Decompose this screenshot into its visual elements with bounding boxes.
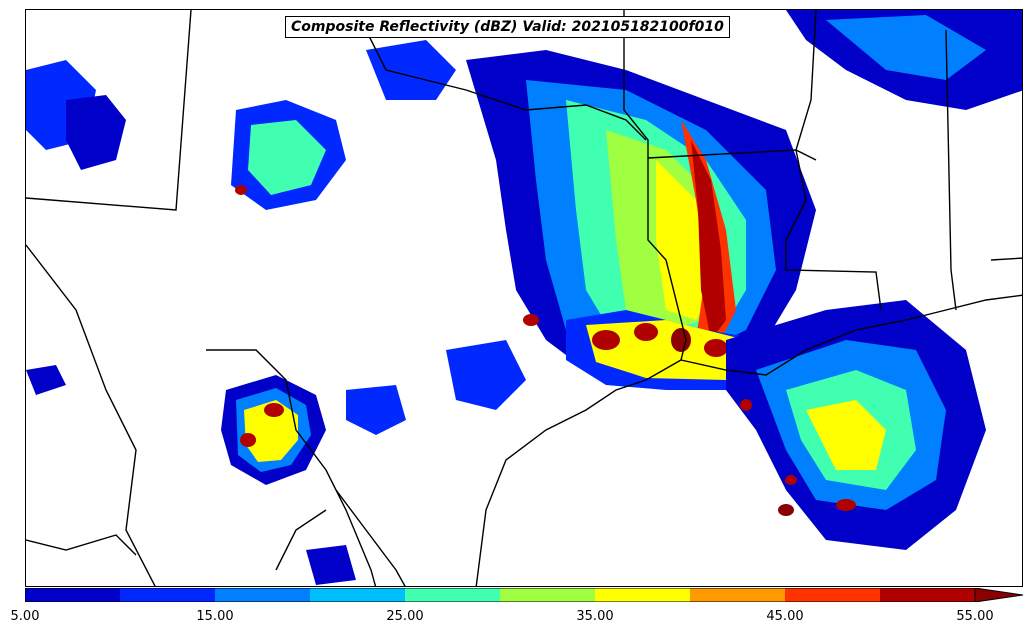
colorbar-tick-label: 35.00 <box>576 609 614 624</box>
colorbar-segment <box>215 588 311 602</box>
colorbar-segment <box>25 588 121 602</box>
colorbar-segment <box>880 588 976 602</box>
colorbar-tick-label: 5.00 <box>10 609 40 624</box>
colorbar-segment <box>690 588 786 602</box>
colorbar-extend-triangle <box>974 588 1024 602</box>
colorbar-tick-label: 25.00 <box>386 609 424 624</box>
colorbar-segment <box>120 588 216 602</box>
map-panel: Composite Reflectivity (dBZ) Valid: 2021… <box>25 9 1023 587</box>
reflectivity-field <box>26 10 1022 585</box>
colorbar-segments <box>25 588 1024 602</box>
colorbar-segment <box>500 588 596 602</box>
map-title: Composite Reflectivity (dBZ) Valid: 2021… <box>285 16 730 38</box>
colorbar-tick-label: 45.00 <box>766 609 804 624</box>
colorbar-outline <box>25 588 976 602</box>
colorbar-tick-label: 15.00 <box>196 609 234 624</box>
colorbar-segment <box>405 588 501 602</box>
colorbar-segment <box>310 588 406 602</box>
colorbar <box>25 588 1024 602</box>
boundaries <box>26 10 1022 586</box>
colorbar-segment <box>785 588 881 602</box>
colorbar-tick-label: 55.00 <box>956 609 994 624</box>
reflectivity-map <box>26 10 1022 586</box>
colorbar-segment <box>595 588 691 602</box>
